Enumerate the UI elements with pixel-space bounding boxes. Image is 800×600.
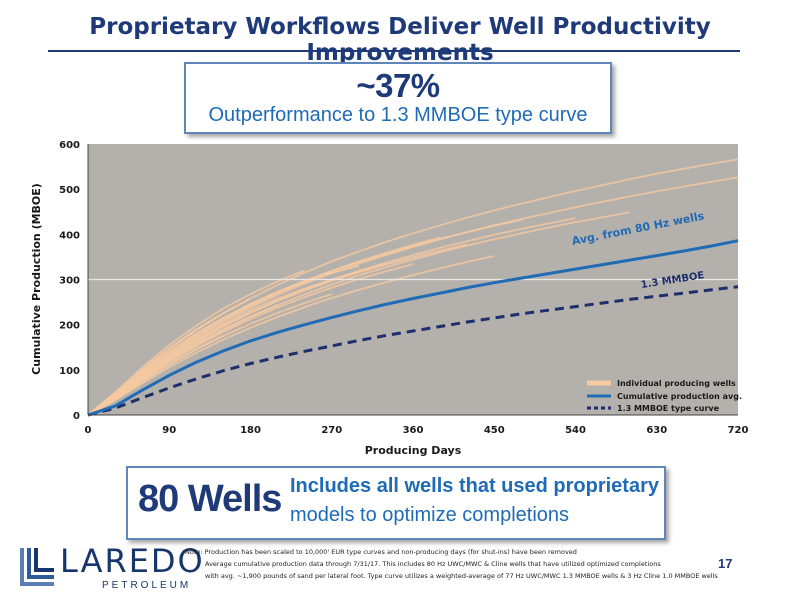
y-tick-label: 300 <box>59 276 80 287</box>
x-tick-label: 0 <box>85 425 92 436</box>
footnote-line-1: Note: Production has been scaled to 10,0… <box>185 548 577 556</box>
individual-well-line <box>87 219 522 416</box>
individual-well-line <box>87 269 306 416</box>
title-divider <box>48 50 740 52</box>
x-tick-label: 90 <box>162 425 176 436</box>
callout-subtext: Outperformance to 1.3 MMBOE type curve <box>208 104 588 126</box>
individual-well-line <box>87 211 630 416</box>
outperformance-callout: ~37% Outperformance to 1.3 MMBOE type cu… <box>184 62 612 134</box>
individual-well-line <box>87 243 468 416</box>
y-tick-label: 600 <box>59 140 80 151</box>
legend-label-type-curve: 1.3 MMBOE type curve <box>617 404 720 413</box>
y-tick-label: 100 <box>59 366 80 377</box>
individual-well-line <box>87 255 495 416</box>
page-number: 17 <box>718 556 733 571</box>
x-tick-label: 450 <box>484 425 505 436</box>
logo-wordmark: LAREDO <box>60 542 205 580</box>
individual-well-line <box>87 297 251 416</box>
x-tick-label: 360 <box>403 425 424 436</box>
logo-subtitle: PETROLEUM <box>102 580 192 591</box>
wells-description-line-1: Includes all wells that used proprietary <box>290 475 659 497</box>
logo-mark-icon <box>20 548 54 586</box>
wells-description-line-2: models to optimize completions <box>290 504 570 526</box>
type-curve-line <box>87 285 739 417</box>
x-tick-label: 270 <box>321 425 342 436</box>
wells-count-box: 80 Wells Includes all wells that used pr… <box>126 466 666 540</box>
individual-well-line <box>87 334 224 416</box>
slide-title: Proprietary Workflows Deliver Well Produ… <box>89 14 711 66</box>
average-production-line <box>87 239 739 417</box>
legend-label-individual: Individual producing wells <box>617 379 736 388</box>
legend-label-average: Cumulative production avg. <box>617 392 742 401</box>
company-logo: LAREDO PETROLEUM <box>18 540 203 596</box>
x-tick-label: 180 <box>240 425 261 436</box>
y-tick-label: 500 <box>59 185 80 196</box>
x-tick-label: 630 <box>646 425 667 436</box>
y-tick-label: 0 <box>73 411 80 422</box>
x-tick-label: 540 <box>565 425 586 436</box>
x-tick-labels: 0 90 180 270 360 450 540 630 720 <box>85 425 749 436</box>
x-tick-label: 720 <box>728 425 749 436</box>
wells-count: 80 Wells <box>138 478 282 520</box>
y-axis-title: Cumulative Production (MBOE) <box>30 183 43 375</box>
cumulative-production-chart: 0 100 200 300 400 500 600 0 90 180 270 360 450 540 63… <box>30 140 749 457</box>
y-tick-label: 200 <box>59 321 80 332</box>
y-tick-labels: 0 100 200 300 400 500 600 <box>59 140 80 422</box>
footnote-line-2: Average cumulative production data throu… <box>205 560 661 568</box>
y-tick-label: 400 <box>59 230 80 241</box>
callout-headline: ~37% <box>356 67 440 104</box>
x-axis-title: Producing Days <box>365 444 462 457</box>
chart-legend: Individual producing wells Cumulative pr… <box>587 379 742 413</box>
footnote-line-3: with avg. ~1,900 pounds of sand per late… <box>205 572 718 580</box>
